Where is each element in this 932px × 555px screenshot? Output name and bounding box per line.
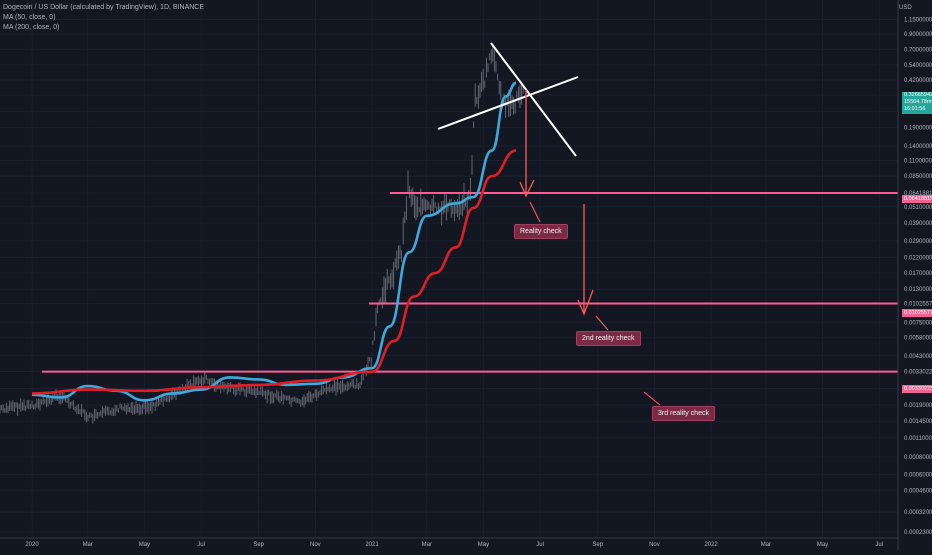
x-tick-label: Mar [761, 542, 771, 548]
y-tick-label: 0.00023000 [904, 530, 932, 536]
level3-price-tag: 0.00330223 [902, 385, 932, 393]
y-tick-label: 0.01025577 [904, 301, 932, 307]
grid [0, 0, 898, 538]
x-tick-label: 2022 [704, 542, 718, 548]
callout-line [529, 201, 541, 223]
moving-averages [31, 81, 517, 402]
ma50-legend[interactable]: MA (50, close, 0) [3, 14, 56, 21]
callout-line [643, 391, 661, 406]
x-tick-label: Jul [197, 542, 205, 548]
horizontal-levels [42, 192, 898, 373]
ma200-line [31, 149, 517, 395]
x-tick-label: May [139, 542, 150, 548]
y-tick-label: 0.00330223 [904, 370, 932, 376]
x-tick-label: Jul [875, 542, 883, 548]
bar-countdown: 16:01:56 [904, 106, 926, 112]
x-tick-label: Mar [83, 542, 93, 548]
level2-price-tag: 0.01025577 [902, 309, 932, 317]
last-price-tag: 0.32665942 15564.78m 16:01:56 [902, 92, 932, 114]
x-tick-label: Nov [310, 542, 321, 548]
descending-trendline [490, 42, 577, 157]
arrow-head [519, 179, 535, 198]
x-tick-label: Sep [592, 542, 603, 548]
x-tick-label: May [478, 542, 489, 548]
reality-check-note[interactable]: Reality check [514, 224, 568, 239]
x-tick-label: May [817, 542, 828, 548]
ma200-legend[interactable]: MA (200, close, 0) [3, 24, 60, 31]
currency-label: USD [899, 5, 912, 11]
x-tick-label: Jul [536, 542, 544, 548]
time-axis: 2020 Mar May Jul Sep Nov 2021 Mar May Jul Sep Nov 20… [0, 537, 898, 548]
ascending-trendline [437, 76, 579, 130]
callout-line [595, 315, 609, 331]
chart-legend: Dogecoin / US Dollar (calculated by Trad… [3, 3, 204, 33]
level1-price-tag: 0.06418815 [902, 195, 932, 203]
x-tick-label: 2021 [365, 542, 379, 548]
third-reality-check-note[interactable]: 3rd reality check [652, 406, 715, 421]
x-tick-label: Nov [649, 542, 660, 548]
last-volume: 15564.78m [904, 99, 932, 105]
price-candles [0, 44, 524, 424]
ma50-line [31, 81, 517, 402]
y-tick-label: 0.06418815 [904, 191, 932, 197]
last-price: 0.32665942 [904, 92, 932, 98]
x-tick-label: Mar [422, 542, 432, 548]
x-tick-label: Sep [253, 542, 264, 548]
trend-drawings [437, 42, 661, 406]
second-reality-check-note[interactable]: 2nd reality check [576, 331, 641, 346]
symbol-title[interactable]: Dogecoin / US Dollar (calculated by Trad… [3, 4, 205, 11]
arrow-head [577, 289, 594, 316]
x-tick-label: 2020 [25, 542, 39, 548]
